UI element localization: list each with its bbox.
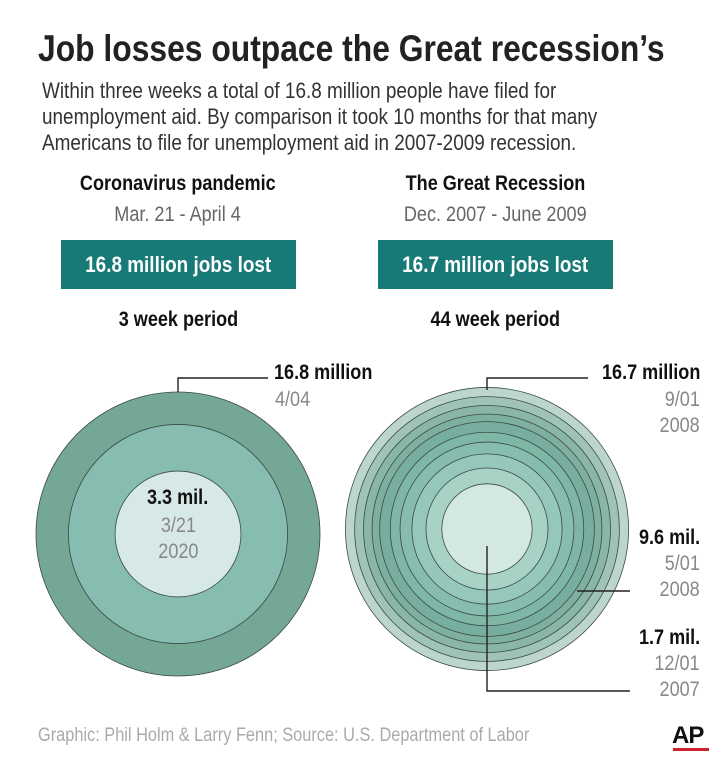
intro-text: Within three weeks a total of 16.8 milli… xyxy=(42,78,557,103)
banner-text: 16.7 million jobs lost xyxy=(402,252,589,277)
period-text: 44 week period xyxy=(430,308,560,331)
label-text: 3.3 mil. xyxy=(147,486,209,509)
leader-line-right-inner xyxy=(486,546,630,692)
heading-text: The Great Recession xyxy=(405,172,585,195)
right-inner-date2: 2007 xyxy=(560,678,700,702)
ap-logo-underline xyxy=(673,748,709,751)
right-mid-date2: 2008 xyxy=(560,578,700,602)
left-inner-date1: 3/21 xyxy=(98,514,258,538)
right-dates: Dec. 2007 - June 2009 xyxy=(345,203,645,227)
label-text: 4/04 xyxy=(275,388,311,411)
label-text: 5/01 xyxy=(664,552,700,575)
label-text: 9/01 xyxy=(664,388,700,411)
intro-text: unemployment aid. By comparison it took … xyxy=(42,104,598,129)
right-inner-date1: 12/01 xyxy=(560,652,700,676)
right-heading: The Great Recession xyxy=(345,172,645,196)
left-banner: 16.8 million jobs lost xyxy=(61,240,296,289)
left-outer-date: 4/04 xyxy=(275,388,316,412)
label-text: 2008 xyxy=(659,578,700,601)
right-inner-value: 1.7 mil. xyxy=(560,626,700,650)
period-text: 3 week period xyxy=(118,308,238,331)
dates-text: Dec. 2007 - June 2009 xyxy=(403,203,587,226)
source-credit: Graphic: Phil Holm & Larry Fenn; Source:… xyxy=(38,725,609,747)
page-title: Job losses outpace the Great recession’s xyxy=(38,28,723,70)
title-text: Job losses outpace the Great recession’s xyxy=(38,28,665,69)
right-outer-date2: 2008 xyxy=(560,414,700,438)
label-text: 2020 xyxy=(157,540,199,563)
left-outer-value: 16.8 million xyxy=(274,361,388,385)
heading-text: Coronavirus pandemic xyxy=(80,172,276,195)
right-banner: 16.7 million jobs lost xyxy=(378,240,613,289)
left-inner-value: 3.3 mil. xyxy=(98,486,258,510)
label-text: 12/01 xyxy=(654,652,700,675)
label-text: 16.8 million xyxy=(274,361,373,384)
right-mid-date1: 5/01 xyxy=(560,552,700,576)
label-text: 16.7 million xyxy=(601,361,700,384)
banner-text: 16.8 million jobs lost xyxy=(85,252,272,277)
right-outer-date1: 9/01 xyxy=(560,388,700,412)
left-heading: Coronavirus pandemic xyxy=(28,172,328,196)
right-outer-value: 16.7 million xyxy=(560,361,700,385)
dates-text: Mar. 21 - April 4 xyxy=(114,203,242,226)
circle-3-21-2020 xyxy=(114,470,242,598)
left-dates: Mar. 21 - April 4 xyxy=(28,203,328,227)
leader-line-left-outer xyxy=(177,377,268,392)
label-text: 9.6 mil. xyxy=(638,526,700,549)
label-text: 2007 xyxy=(659,678,700,701)
left-period: 3 week period xyxy=(28,308,328,332)
intro-line-1: Within three weeks a total of 16.8 milli… xyxy=(42,78,640,104)
intro-line-2: unemployment aid. By comparison it took … xyxy=(42,104,688,130)
left-inner-date2: 2020 xyxy=(98,540,258,564)
footer-text: Graphic: Phil Holm & Larry Fenn; Source:… xyxy=(38,725,530,746)
right-mid-value: 9.6 mil. xyxy=(560,526,700,550)
label-text: 2008 xyxy=(659,414,700,437)
intro-text: Americans to file for unemployment aid i… xyxy=(42,130,577,155)
label-text: 3/21 xyxy=(160,514,196,537)
leader-line-right-outer xyxy=(486,377,588,390)
intro-line-3: Americans to file for unemployment aid i… xyxy=(42,130,663,156)
label-text: 1.7 mil. xyxy=(638,626,700,649)
ap-logo: AP xyxy=(672,722,704,749)
right-period: 44 week period xyxy=(345,308,645,332)
